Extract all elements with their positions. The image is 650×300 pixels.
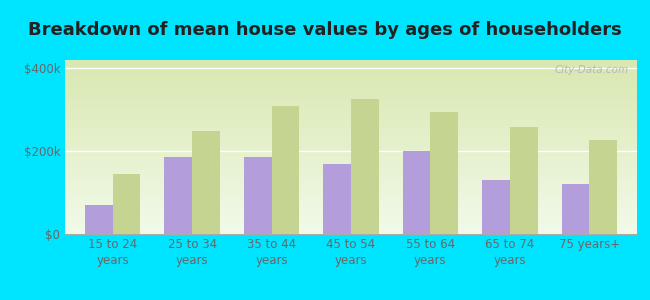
Bar (590, 140, 617, 234)
Bar (351, 99, 379, 234)
Bar (192, 131, 220, 234)
Bar (482, 180, 510, 234)
Bar (402, 151, 430, 234)
Bar (430, 112, 458, 234)
Bar (164, 158, 192, 234)
Bar (244, 158, 272, 234)
Bar (510, 127, 538, 234)
Text: Breakdown of mean house values by ages of householders: Breakdown of mean house values by ages o… (28, 21, 622, 39)
Bar (272, 106, 300, 234)
Bar (85, 205, 112, 234)
Bar (112, 174, 140, 234)
Text: City-Data.com: City-Data.com (554, 65, 629, 75)
Bar (323, 164, 351, 234)
Bar (562, 184, 590, 234)
